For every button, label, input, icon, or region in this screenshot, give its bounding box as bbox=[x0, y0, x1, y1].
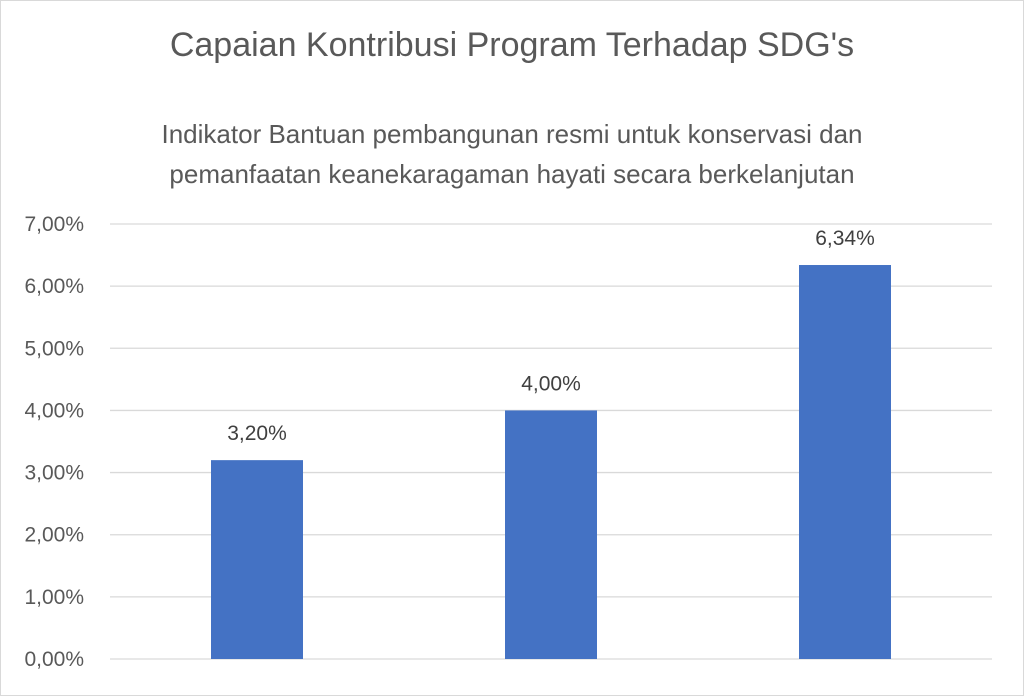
bar bbox=[211, 460, 303, 659]
y-tick-label: 3,00% bbox=[24, 462, 84, 485]
y-tick-label: 7,00% bbox=[24, 213, 84, 236]
chart-title: Capaian Kontribusi Program Terhadap SDG'… bbox=[169, 26, 855, 64]
y-tick-label: 1,00% bbox=[24, 586, 84, 609]
chart-subtitle-line-1: Indikator Bantuan pembangunan resmi untu… bbox=[161, 119, 863, 149]
data-label: 3,20% bbox=[227, 422, 287, 445]
y-tick-label: 0,00% bbox=[24, 648, 84, 671]
bar bbox=[799, 265, 891, 659]
bar bbox=[505, 410, 597, 659]
chart-subtitle-line-2: pemanfaatan keanekaragaman hayati secara… bbox=[169, 159, 855, 189]
y-tick-label: 6,00% bbox=[24, 275, 84, 298]
data-label: 6,34% bbox=[815, 227, 875, 250]
y-tick-label: 2,00% bbox=[24, 524, 84, 547]
chart-subtitle: Indikator Bantuan pembangunan resmi untu… bbox=[0, 114, 1024, 194]
y-tick-label: 5,00% bbox=[24, 337, 84, 360]
data-label: 4,00% bbox=[521, 372, 581, 395]
y-tick-label: 4,00% bbox=[24, 399, 84, 422]
